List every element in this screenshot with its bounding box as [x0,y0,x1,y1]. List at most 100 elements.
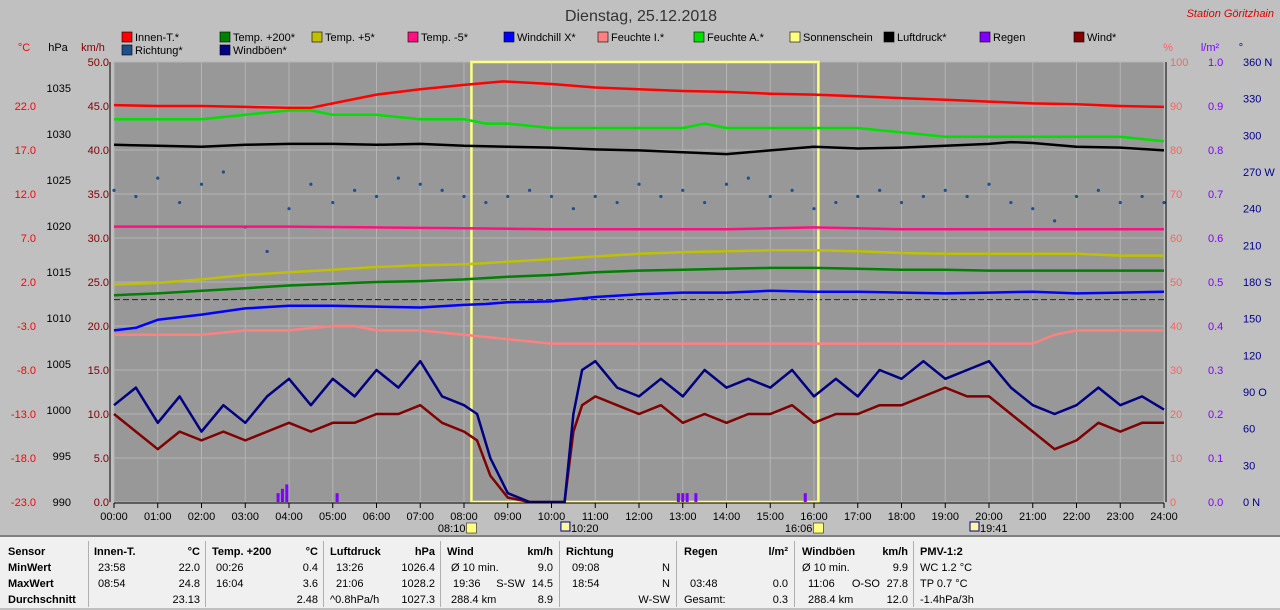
stats-innen: Innen-T. °C 23:58 22.0 08:54 24.8 23.13 [94,537,200,610]
x-tick-9: 09:00 [494,511,522,523]
direction-point-35 [878,188,882,192]
grid [113,61,1165,503]
direction-point-17 [484,200,488,205]
x-tick-22: 22:00 [1063,511,1091,523]
series-line-windchill-x [113,289,1165,332]
sun-marker-label-1: 19:41 [980,523,1008,535]
tick-temp_c-6: -8.0 [17,365,36,377]
chart-title: Dienstag, 25.12.2018 [565,8,717,25]
stats-boeen-distance: 288.4 km [808,594,854,606]
direction-point-32 [812,207,816,211]
legend-label-5: Feuchte I.* [611,32,665,44]
direction-point-5 [221,170,225,174]
stats-max-label: MaxWert [8,578,54,590]
series-line-luftdruck [113,140,1165,156]
sunshine-rect [470,60,820,504]
x-tick-17: 17:00 [844,511,872,523]
direction-point-16 [462,194,466,199]
series-line-temp-200 [113,266,1164,297]
stats-richtung-max-time: 18:54 [572,578,600,590]
direction-point-46 [1118,200,1122,205]
sunshine-start-icon [466,522,477,534]
stats-wind-max: 14.5 [531,578,553,590]
stats-pmv-tp: TP 0.7 °C [920,578,968,590]
x-tick-5: 05:00 [319,511,347,523]
tick-rain_lm2-0: 1.0 [1208,57,1223,69]
legend-label-7: Sonnenschein [803,32,873,44]
legend-label-11: Richtung* [135,45,183,57]
series-line-innen-t [113,80,1165,110]
stats-boeen-header: Windböen [802,546,856,558]
direction-point-47 [1140,194,1144,199]
tick-direction_deg-12: 0 N [1243,497,1260,509]
tick-humidity_pct-3: 70 [1170,189,1182,201]
stats-temp200-avg: 2.48 [296,594,318,606]
axis-unit-humidity_pct: % [1163,42,1173,54]
sunshine-end-icon [813,522,824,534]
stats-innen-max-time: 08:54 [98,578,126,590]
stats-avg-label: Durchschnitt [8,594,76,606]
tick-wind_kmh-3: 35.0 [88,189,109,201]
tick-temp_c-0: 22.0 [15,101,36,113]
tick-wind_kmh-8: 10.0 [88,409,109,421]
tick-pressure_hpa-2: 1025 [47,175,71,187]
legend-swatch-10 [1073,31,1085,43]
stats-wind-min: 9.0 [537,562,553,574]
rain-bar-2 [285,484,289,502]
x-tick-19: 19:00 [931,511,959,523]
x-tick-21: 21:00 [1019,511,1047,523]
stats-richtung-header: Richtung [566,546,614,558]
direction-point-7 [265,249,269,254]
tick-pressure_hpa-7: 1000 [47,405,71,417]
tick-wind_kmh-10: 0.0 [94,497,109,509]
x-tick-13: 13:00 [669,511,697,523]
stats-boeen: Windböen km/h Ø 10 min. 9.9 11:06 O-SO 27.8 … [802,537,908,610]
x-tick-10: 10:00 [538,511,566,523]
tick-humidity_pct-7: 30 [1170,365,1182,377]
stats-luftdruck-max-time: 21:06 [336,578,364,590]
legend-label-2: Temp. +5* [325,32,376,44]
tick-direction_deg-9: 90 O [1243,387,1267,399]
direction-point-45 [1096,188,1100,192]
tick-temp_c-9: -23.0 [11,497,36,509]
direction-point-42 [1031,207,1035,211]
series-line-feuchte-a [114,109,1165,143]
station-label: Station Göritzhain [1187,8,1274,20]
direction-point-11 [353,188,357,192]
stats-boeen-max: 27.8 [886,578,908,590]
stats-boeen-min-note: Ø 10 min. [802,562,850,574]
legend-label-3: Temp. -5* [421,32,469,44]
legend-swatch-5 [597,31,609,43]
direction-point-28 [724,182,729,186]
direction-point-20 [549,194,554,199]
stats-luftdruck-header: Luftdruck [330,546,381,558]
stats-regen-total: 0.3 [772,594,788,606]
stats-regen-max-time: 03:48 [690,578,718,590]
tick-direction_deg-0: 360 N [1243,57,1272,69]
direction-point-14 [418,182,422,186]
x-tick-0: 00:00 [100,511,128,523]
tick-humidity_pct-4: 60 [1170,233,1182,245]
stats-pmv: PMV-1:2 WC 1.2 °C TP 0.7 °C -1.4hPa/3h [920,537,1030,610]
direction-point-34 [856,194,860,199]
direction-point-9 [309,182,313,186]
direction-point-37 [921,194,925,199]
stats-temp200: Temp. +200 °C 00:26 0.4 16:04 3.6 2.48 [212,537,318,610]
rain-bar-6 [685,493,689,502]
x-tick-20: 20:00 [975,511,1003,523]
legend-swatch-8 [883,31,895,43]
direction-point-21 [571,207,575,211]
stats-innen-max: 24.8 [178,578,200,590]
stats-innen-unit: °C [187,546,200,558]
rain-bar-5 [681,493,685,502]
x-tick-6: 06:00 [363,511,391,523]
sun-marker-icon-1 [969,521,980,532]
tick-temp_c-8: -18.0 [11,453,36,465]
legend-swatch-11 [121,44,133,56]
series-line-temp-5 [114,225,1164,231]
direction-point-41 [1009,200,1013,205]
x-tick-14: 14:00 [713,511,741,523]
legend-swatch-2 [311,31,323,43]
statistics-panel: Sensor MinWert MaxWert Durchschnitt Inne… [0,535,1280,608]
tick-wind_kmh-2: 40.0 [88,145,109,157]
